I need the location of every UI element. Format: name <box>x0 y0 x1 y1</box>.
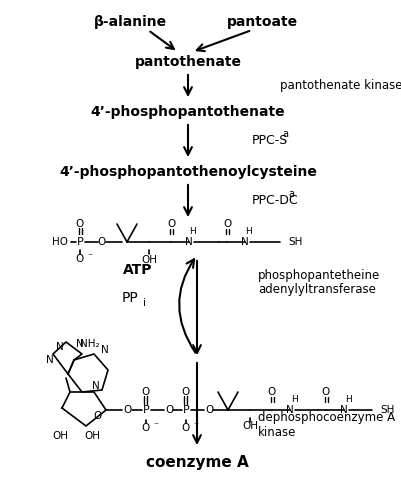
Text: O: O <box>142 423 150 433</box>
Text: ⁻: ⁻ <box>153 421 158 431</box>
Text: N: N <box>185 237 193 247</box>
Text: O: O <box>165 405 173 415</box>
Text: ATP: ATP <box>123 263 153 277</box>
Text: OH: OH <box>52 431 68 441</box>
Text: N: N <box>340 405 348 415</box>
Text: O: O <box>167 219 175 229</box>
Text: O: O <box>124 405 132 415</box>
Text: NH₂: NH₂ <box>80 339 100 349</box>
Text: N: N <box>92 381 100 391</box>
Text: N: N <box>286 405 294 415</box>
Text: SH: SH <box>288 237 302 247</box>
Text: pantoate: pantoate <box>227 15 298 29</box>
Text: ⁻: ⁻ <box>193 421 198 431</box>
Text: phosphopantetheine: phosphopantetheine <box>258 269 380 282</box>
Text: adenylyltransferase: adenylyltransferase <box>258 284 376 296</box>
Text: O: O <box>182 423 190 433</box>
Text: HO: HO <box>52 237 68 247</box>
Text: O: O <box>76 254 84 264</box>
Text: O: O <box>223 219 231 229</box>
Text: O: O <box>322 387 330 397</box>
Text: H: H <box>344 395 351 404</box>
Text: a: a <box>282 129 288 139</box>
Text: N: N <box>101 345 109 355</box>
Text: dephosphocoenzyme A: dephosphocoenzyme A <box>258 411 395 425</box>
Text: OH: OH <box>242 421 258 431</box>
Text: ·: · <box>70 237 74 247</box>
Text: coenzyme A: coenzyme A <box>146 455 248 469</box>
Text: H: H <box>246 227 252 236</box>
Text: O: O <box>182 387 190 397</box>
Text: ⁻: ⁻ <box>87 252 92 262</box>
Text: O: O <box>205 405 213 415</box>
Text: 4’-phosphopantothenoylcysteine: 4’-phosphopantothenoylcysteine <box>59 165 317 179</box>
Text: N: N <box>241 237 249 247</box>
Text: H: H <box>291 395 298 404</box>
Text: N: N <box>76 339 84 349</box>
Text: i: i <box>142 298 146 308</box>
Text: OH: OH <box>141 255 157 265</box>
Text: O: O <box>142 387 150 397</box>
Text: PPC-S: PPC-S <box>252 133 288 146</box>
Text: SH: SH <box>380 405 394 415</box>
Text: O: O <box>268 387 276 397</box>
Text: O: O <box>94 411 102 421</box>
Text: OH: OH <box>84 431 100 441</box>
Text: N: N <box>56 342 64 352</box>
Text: PPC-DC: PPC-DC <box>252 194 299 207</box>
Text: O: O <box>76 219 84 229</box>
Text: H: H <box>190 227 196 236</box>
Text: O: O <box>98 237 106 247</box>
Text: kinase: kinase <box>258 427 296 440</box>
Text: a: a <box>288 189 294 199</box>
Text: P: P <box>182 405 189 415</box>
Text: pantothenate: pantothenate <box>134 55 241 69</box>
Text: PP: PP <box>122 291 138 305</box>
Text: P: P <box>143 405 150 415</box>
Text: pantothenate kinase: pantothenate kinase <box>280 78 401 92</box>
Text: β-alanine: β-alanine <box>93 15 166 29</box>
Text: P: P <box>77 237 83 247</box>
Text: 4’-phosphopantothenate: 4’-phosphopantothenate <box>91 105 286 119</box>
Text: N: N <box>46 355 54 365</box>
